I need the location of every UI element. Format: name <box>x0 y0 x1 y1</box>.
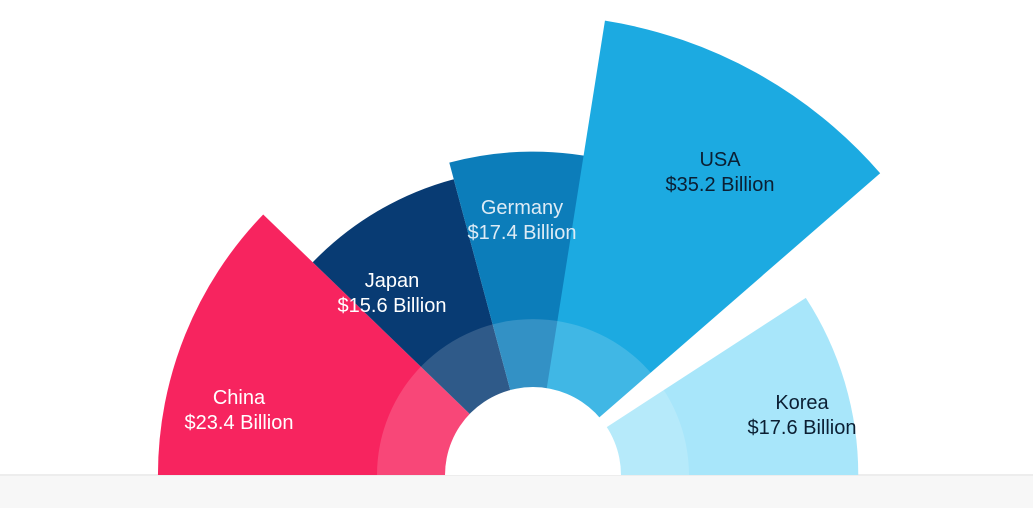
segment-usa <box>533 20 881 476</box>
label-usa-value: $35.2 Billion <box>666 174 775 196</box>
label-korea-value: $17.6 Billion <box>748 417 857 439</box>
center-hole-shape <box>445 387 621 475</box>
label-china-value: $23.4 Billion <box>185 412 294 434</box>
inner-ring <box>377 319 689 475</box>
center-hole <box>445 387 621 475</box>
labels-group: China $23.4 Billion Japan $15.6 Billion Germ… <box>185 149 857 439</box>
segment-korea <box>533 297 859 475</box>
segments-group <box>157 20 881 476</box>
label-usa-name: USA <box>699 149 741 171</box>
inner-ring-overlay <box>377 319 689 475</box>
label-germany-value: $17.4 Billion <box>468 222 577 244</box>
floor-shadow <box>0 474 1033 508</box>
segment-japan <box>312 179 533 476</box>
label-china-name: China <box>213 387 266 409</box>
label-germany-name: Germany <box>481 197 563 219</box>
label-japan-name: Japan <box>365 270 420 292</box>
segment-china <box>157 214 533 476</box>
label-japan-value: $15.6 Billion <box>338 295 447 317</box>
label-korea-name: Korea <box>775 392 829 414</box>
segment-germany <box>449 151 612 475</box>
